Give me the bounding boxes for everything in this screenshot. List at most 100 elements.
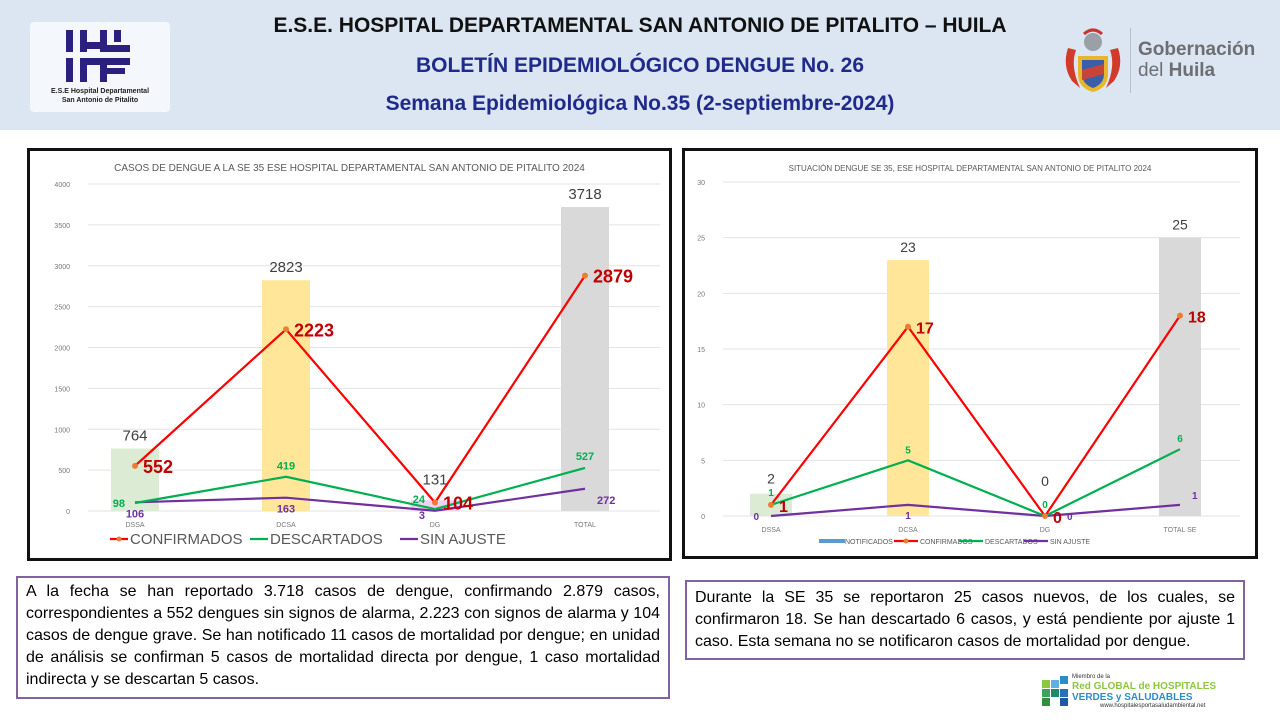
bar-data-label: 25 <box>1172 217 1188 233</box>
gov-logo-text-2a: del <box>1138 60 1169 81</box>
bar-data-label: 0 <box>1041 473 1049 489</box>
y-tick-label: 3500 <box>54 223 70 230</box>
confirmados-data-label: 2879 <box>593 267 633 287</box>
confirmados-data-label: 2223 <box>294 320 334 340</box>
sin-ajuste-data-label: 3 <box>419 510 425 522</box>
legend-marker <box>116 536 122 542</box>
confirmados-marker <box>768 501 774 508</box>
bar-data-label: 2823 <box>269 259 302 276</box>
hospital-logo-text-1: E.S.E Hospital Departamental <box>50 88 150 95</box>
hospital-logo-mark-icon <box>66 30 130 82</box>
x-category-label: DSSA <box>761 527 780 534</box>
bar-data-label: 3718 <box>568 186 601 203</box>
bar-dcsa <box>262 280 310 511</box>
descartados-data-label: 1 <box>768 488 774 499</box>
y-tick-label: 2500 <box>54 305 70 312</box>
confirmados-marker <box>1042 513 1048 519</box>
gov-logo-text-2: del Huila <box>1138 61 1215 81</box>
bar-total <box>561 207 609 511</box>
legend-label: CONFIRMADOS <box>920 539 973 546</box>
descartados-data-label: 527 <box>576 451 594 463</box>
bar-data-label: 131 <box>422 471 447 488</box>
header-banner: E.S.E Hospital Departamental San Antonio… <box>0 0 1280 130</box>
confirmados-marker <box>432 499 438 506</box>
line-confirmados <box>134 275 586 505</box>
legend-swatch <box>819 539 845 543</box>
bar-total-se <box>1159 237 1201 516</box>
y-tick-label: 10 <box>697 403 705 410</box>
y-tick-label: 15 <box>697 347 705 354</box>
bar-data-label: 764 <box>122 428 147 445</box>
line-descartados <box>770 448 1181 518</box>
line-confirmados <box>770 314 1181 518</box>
bar-dg <box>411 500 459 511</box>
sin-ajuste-data-label: 1 <box>1192 491 1198 502</box>
confirmados-marker <box>283 326 289 333</box>
x-category-label: DCSA <box>276 522 296 529</box>
green-hospitals-network-logo: Miembro de la Red GLOBAL de HOSPITALES V… <box>1040 674 1260 712</box>
bar-data-label: 23 <box>900 239 916 255</box>
footer-logo-text-1: Miembro de la <box>1072 674 1111 680</box>
chart-title: CASOS DE DENGUE A LA SE 35 ESE HOSPITAL … <box>114 163 585 174</box>
confirmados-data-label: 1 <box>779 499 788 516</box>
sin-ajuste-data-label: 163 <box>277 504 295 516</box>
y-tick-label: 1000 <box>54 427 70 434</box>
descartados-data-label: 5 <box>905 445 911 456</box>
line-sin-ajuste <box>134 487 586 512</box>
x-category-label: DCSA <box>898 527 918 534</box>
cumulative-summary-text: A la fecha se han reportado 3.718 casos … <box>16 576 670 699</box>
hospital-logo-text-2: San Antonio de Pitalito <box>61 97 139 104</box>
x-category-label: TOTAL <box>574 522 596 529</box>
confirmados-data-label: 0 <box>1053 510 1062 527</box>
legend-label: SIN AJUSTE <box>420 531 506 548</box>
legend-label: NOTIFICADOS <box>845 539 893 546</box>
hospital-logo: E.S.E Hospital Departamental San Antonio… <box>30 22 170 112</box>
y-tick-label: 1500 <box>54 386 70 393</box>
x-category-label: DSSA <box>125 522 144 529</box>
descartados-data-label: 24 <box>413 494 426 506</box>
sin-ajuste-data-label: 106 <box>126 508 144 520</box>
descartados-data-label: 0 <box>1042 500 1048 511</box>
bar-dcsa <box>887 259 929 516</box>
gov-logo-text-2b: Huila <box>1168 60 1216 81</box>
huila-coat-of-arms-icon <box>1065 28 1121 92</box>
descartados-data-label: 98 <box>113 498 125 510</box>
confirmados-data-label: 17 <box>916 321 934 338</box>
confirmados-data-label: 18 <box>1188 310 1206 327</box>
y-tick-label: 0 <box>701 514 705 521</box>
y-tick-label: 3000 <box>54 264 70 271</box>
sin-ajuste-data-label: 0 <box>1067 512 1073 523</box>
line-sin-ajuste <box>770 503 1181 518</box>
descartados-data-label: 6 <box>1177 434 1183 445</box>
legend-label: CONFIRMADOS <box>130 531 243 548</box>
x-category-label: TOTAL SE <box>1164 527 1197 534</box>
y-tick-label: 25 <box>697 236 705 243</box>
legend-label: SIN AJUSTE <box>1050 539 1090 546</box>
y-tick-label: 5 <box>701 458 705 465</box>
bulletin-title: BOLETÍN EPIDEMIOLÓGICO DENGUE No. 26 <box>415 54 865 77</box>
chart-title: SITUACIÓN DENGUE SE 35, ESE HOSPITAL DEP… <box>789 164 1152 173</box>
legend-label: DESCARTADOS <box>985 539 1038 546</box>
x-category-label: DG <box>1040 527 1051 534</box>
legend-label: DESCARTADOS <box>270 531 383 548</box>
confirmados-data-label: 552 <box>143 457 173 477</box>
page-title: E.S.E. HOSPITAL DEPARTAMENTAL SAN ANTONI… <box>273 14 1007 37</box>
y-tick-label: 20 <box>697 291 705 298</box>
bar-data-label: 2 <box>767 471 775 487</box>
logo-divider <box>1130 28 1131 93</box>
confirmados-data-label: 104 <box>443 493 473 513</box>
confirmados-marker <box>905 323 911 330</box>
confirmados-marker <box>132 462 138 469</box>
y-tick-label: 0 <box>66 509 70 516</box>
cumulative-cases-chart-svg: CASOS DE DENGUE A LA SE 35 ESE HOSPITAL … <box>54 163 660 548</box>
confirmados-marker <box>582 272 588 279</box>
line-descartados <box>134 466 586 511</box>
y-tick-label: 30 <box>697 180 705 187</box>
descartados-data-label: 419 <box>277 461 295 473</box>
cumulative-cases-chart: CASOS DE DENGUE A LA SE 35 ESE HOSPITAL … <box>27 148 672 561</box>
y-tick-label: 2000 <box>54 346 70 353</box>
weekly-summary-text: Durante la SE 35 se reportaron 25 casos … <box>685 580 1245 660</box>
weekly-situation-chart: SITUACIÓN DENGUE SE 35, ESE HOSPITAL DEP… <box>682 148 1258 559</box>
sin-ajuste-data-label: 0 <box>753 512 759 523</box>
sin-ajuste-data-label: 272 <box>597 495 615 507</box>
